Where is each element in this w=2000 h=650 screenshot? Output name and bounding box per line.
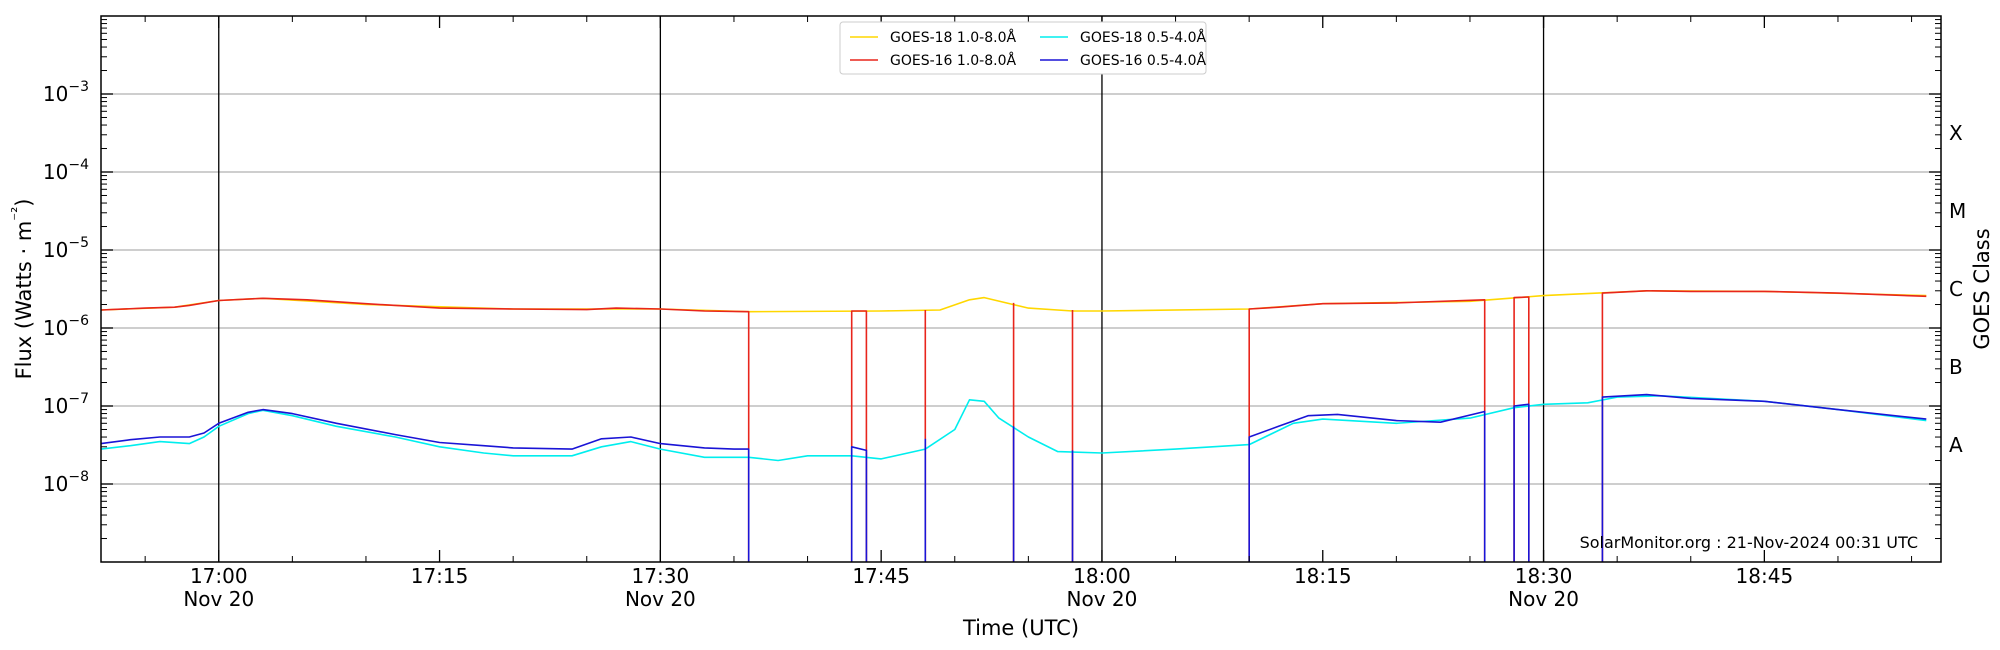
y-axis-title: Flux (Watts · m⁻²) — [8, 199, 36, 380]
source-annotation: SolarMonitor.org : 21-Nov-2024 00:31 UTC — [1580, 533, 1918, 552]
x-tick-label: 18:15 — [1294, 564, 1352, 588]
series-lines — [100, 289, 1927, 562]
y-tick-label: 10−3 — [43, 79, 89, 106]
x-tick-label: 17:00 — [190, 564, 248, 588]
legend: GOES-18 1.0-8.0Å GOES-16 1.0-8.0Å GOES-18 … — [839, 21, 1207, 75]
x-tick-label: 18:00 — [1073, 564, 1131, 588]
x-tick-label: 18:45 — [1736, 564, 1794, 588]
goes-class-X: X — [1949, 121, 1963, 145]
series-3-segment-6 — [1513, 403, 1530, 562]
y-tick-label: 10−4 — [43, 157, 89, 184]
plot-frame — [100, 15, 1942, 563]
legend-label-2: GOES-18 0.5-4.0Å — [1080, 29, 1206, 46]
goes-class-B: B — [1949, 355, 1963, 379]
y-tick-label: 10−7 — [43, 391, 89, 418]
x-tick-label: 17:45 — [852, 564, 910, 588]
series-1-segment-7 — [1601, 289, 1927, 562]
x-tick-date-label: Nov 20 — [183, 587, 254, 611]
x-tick-date-label: Nov 20 — [1508, 587, 1579, 611]
legend-label-0: GOES-18 1.0-8.0Å — [890, 29, 1016, 46]
grid — [101, 93, 1941, 485]
series-3-segment-5 — [1248, 410, 1486, 562]
legend-box — [839, 21, 1207, 75]
series-1-segment-5 — [1248, 298, 1486, 562]
legend-label-3: GOES-16 0.5-4.0Å — [1080, 52, 1206, 69]
x-tick-label: 17:15 — [411, 564, 469, 588]
series-1-segment-0 — [100, 297, 750, 562]
goes-class-labels: A B C M X — [1949, 121, 1966, 457]
series-3-segment-1 — [850, 445, 868, 562]
x-axis-title: Time (UTC) — [962, 616, 1079, 640]
goes-class-C: C — [1949, 277, 1963, 301]
x-tick-date-label: Nov 20 — [1067, 587, 1138, 611]
legend-label-1: GOES-16 1.0-8.0Å — [890, 52, 1016, 69]
series-1-segment-6 — [1513, 296, 1530, 562]
goes-class-M: M — [1949, 199, 1966, 223]
x-tick-label: 17:30 — [632, 564, 690, 588]
y-axis-ticks: 10−8 10−7 10−6 10−5 10−4 10−3 — [43, 19, 1941, 540]
day-vertical-lines — [218, 16, 1545, 562]
series-3-segment-7 — [1601, 393, 1927, 562]
y-tick-label: 10−6 — [43, 313, 89, 340]
x-tick-label: 18:30 — [1515, 564, 1573, 588]
series-0-segment-0 — [100, 289, 1927, 313]
y-tick-label: 10−5 — [43, 235, 89, 262]
y-tick-label: 10−8 — [43, 469, 89, 496]
series-3-segment-0 — [100, 408, 750, 562]
series-1-segment-1 — [850, 310, 868, 562]
right-axis-title: GOES Class — [1970, 228, 1994, 349]
goes-class-A: A — [1949, 433, 1963, 457]
x-tick-date-label: Nov 20 — [625, 587, 696, 611]
